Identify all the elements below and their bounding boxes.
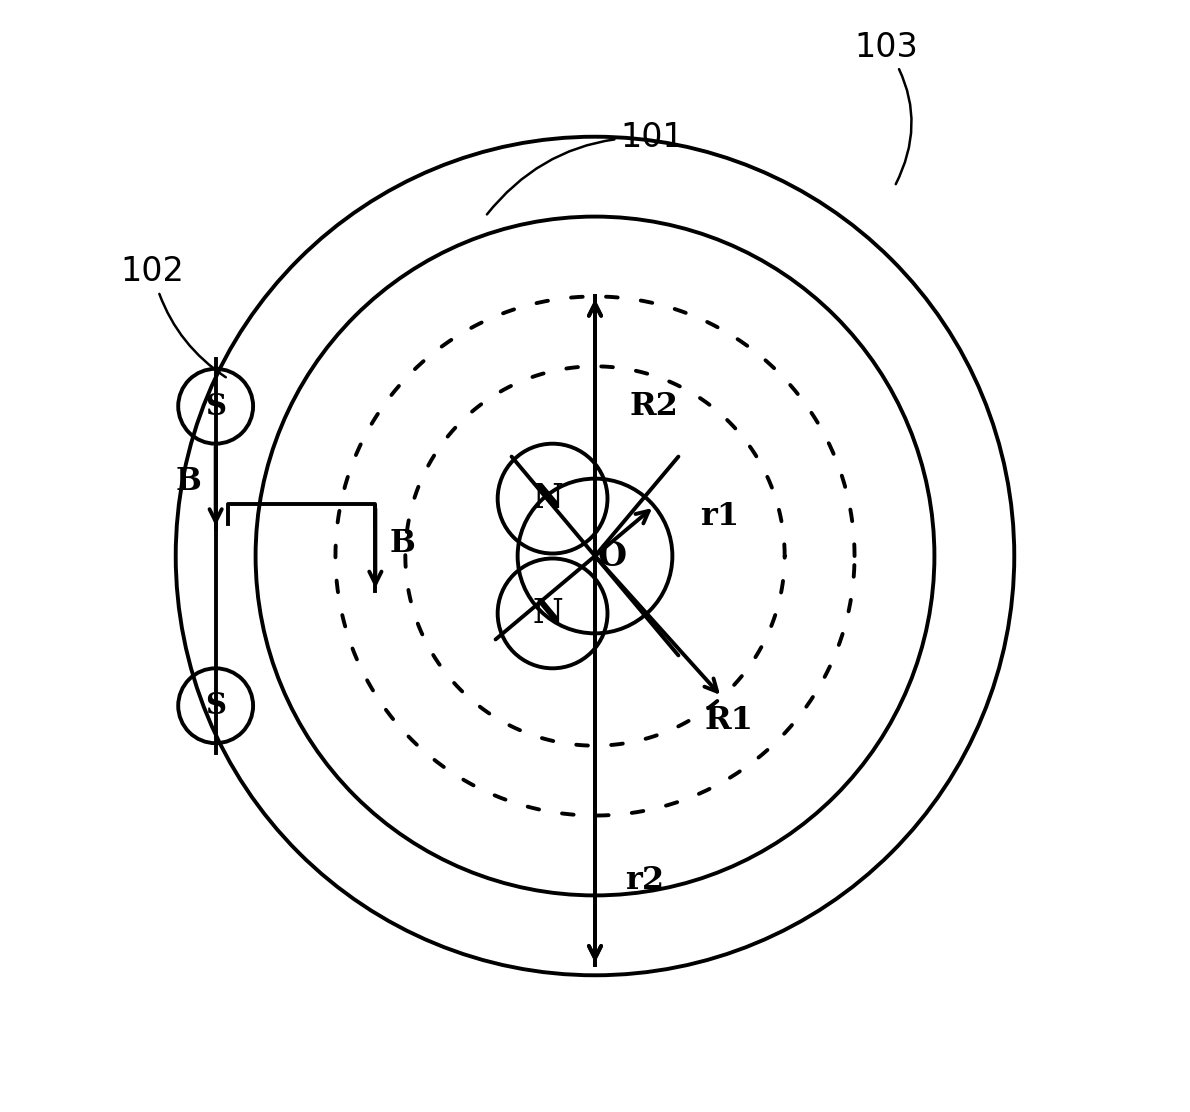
Text: N: N xyxy=(532,597,563,629)
Text: R1: R1 xyxy=(704,705,753,736)
Text: B: B xyxy=(175,466,201,497)
Text: O: O xyxy=(597,539,627,573)
Text: 103: 103 xyxy=(854,31,919,185)
Text: 101: 101 xyxy=(487,121,684,215)
Text: r1: r1 xyxy=(700,500,739,532)
Text: S: S xyxy=(205,391,226,420)
Text: N: N xyxy=(532,483,563,515)
Text: r2: r2 xyxy=(625,865,664,896)
Text: R2: R2 xyxy=(630,390,678,421)
Text: S: S xyxy=(205,692,226,721)
Text: B: B xyxy=(390,528,415,559)
Text: 102: 102 xyxy=(121,256,226,377)
